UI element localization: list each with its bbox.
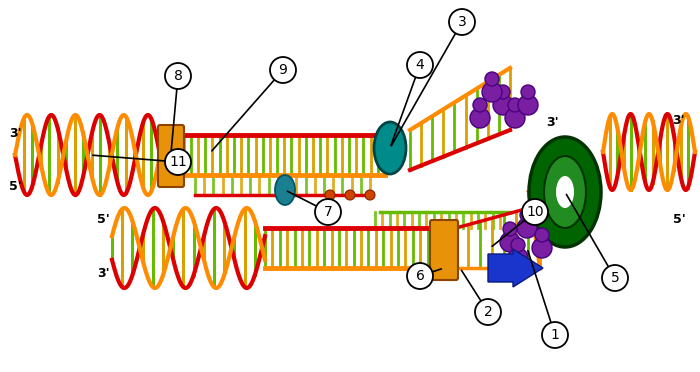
Circle shape: [505, 108, 525, 128]
Circle shape: [521, 85, 535, 99]
Text: 2: 2: [484, 305, 492, 319]
Circle shape: [482, 82, 502, 102]
FancyBboxPatch shape: [158, 125, 184, 187]
FancyBboxPatch shape: [430, 220, 458, 280]
Ellipse shape: [275, 175, 295, 205]
Text: 3': 3': [9, 128, 22, 140]
Circle shape: [165, 63, 191, 89]
Text: 3: 3: [458, 15, 466, 29]
Ellipse shape: [374, 122, 406, 174]
Circle shape: [345, 190, 355, 200]
Circle shape: [517, 218, 537, 238]
Text: 5': 5': [9, 180, 22, 192]
Circle shape: [522, 199, 548, 225]
Circle shape: [470, 108, 490, 128]
Circle shape: [508, 98, 522, 112]
Circle shape: [315, 199, 341, 225]
Text: 9: 9: [279, 63, 288, 77]
Circle shape: [407, 52, 433, 78]
Circle shape: [165, 149, 191, 175]
Text: 7: 7: [323, 205, 332, 219]
Text: 4: 4: [416, 58, 424, 72]
Circle shape: [325, 190, 335, 200]
Circle shape: [535, 228, 549, 242]
Circle shape: [449, 9, 475, 35]
Circle shape: [485, 72, 499, 86]
Circle shape: [602, 265, 628, 291]
Circle shape: [270, 57, 296, 83]
Ellipse shape: [529, 137, 601, 247]
Circle shape: [503, 222, 517, 236]
Circle shape: [500, 232, 520, 252]
Circle shape: [496, 85, 510, 99]
Ellipse shape: [544, 156, 586, 228]
Circle shape: [475, 299, 501, 325]
Text: 5': 5': [673, 213, 685, 226]
Circle shape: [532, 238, 552, 258]
Ellipse shape: [556, 176, 574, 208]
Text: 11: 11: [169, 155, 187, 169]
Text: 3': 3': [97, 267, 110, 280]
Text: 3': 3': [673, 115, 685, 127]
Circle shape: [493, 95, 513, 115]
Text: 10: 10: [526, 205, 544, 219]
Text: 3': 3': [547, 116, 559, 128]
Circle shape: [511, 238, 525, 252]
Circle shape: [518, 95, 538, 115]
Circle shape: [407, 263, 433, 289]
Text: 8: 8: [174, 69, 183, 83]
Circle shape: [520, 208, 534, 222]
Text: 6: 6: [416, 269, 424, 283]
Text: 1: 1: [551, 328, 559, 342]
Circle shape: [365, 190, 375, 200]
Circle shape: [473, 98, 487, 112]
Circle shape: [508, 248, 528, 268]
Text: 5: 5: [610, 271, 620, 285]
Circle shape: [542, 322, 568, 348]
Text: 5': 5': [97, 213, 110, 226]
FancyArrow shape: [488, 249, 543, 287]
